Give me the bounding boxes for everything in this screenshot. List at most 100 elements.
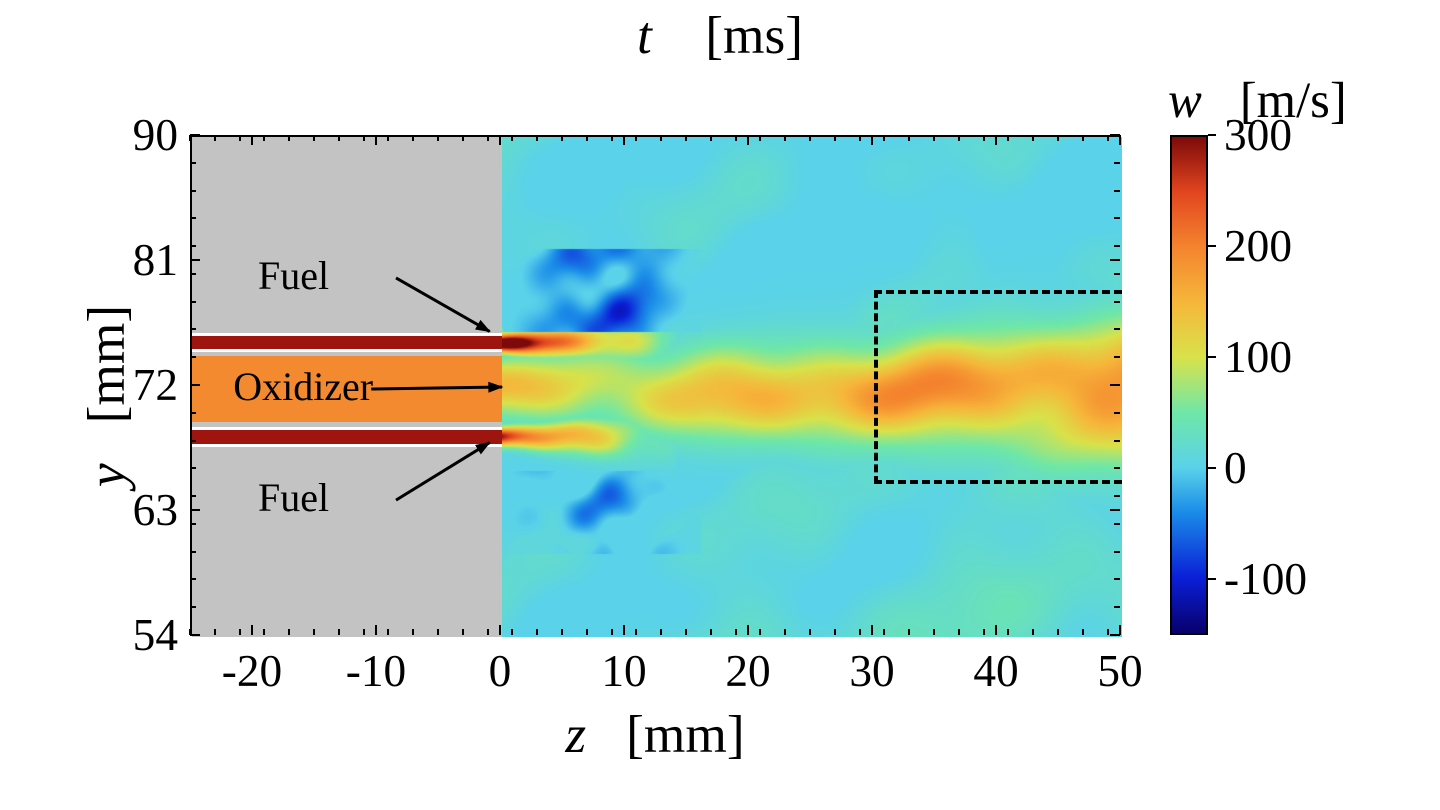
tick-mark — [561, 629, 563, 635]
tick-mark — [239, 135, 241, 141]
tick-mark — [1114, 245, 1120, 247]
tick-mark — [1114, 217, 1120, 219]
tick-mark — [412, 135, 414, 141]
x-tick-label: 20 — [725, 645, 770, 697]
tick-mark — [190, 509, 200, 511]
tick-mark — [338, 135, 340, 141]
colorbar-tick-label: -100 — [1224, 553, 1307, 605]
tick-mark — [437, 135, 439, 141]
tick-mark — [759, 629, 761, 635]
tick-mark — [635, 135, 637, 141]
tick-mark — [363, 629, 365, 635]
colorbar-tick-mark — [1208, 578, 1216, 580]
tick-mark — [1007, 135, 1009, 141]
x-axis-label: z [mm] — [190, 703, 1120, 765]
x-axis-label-unit: [mm] — [626, 704, 744, 764]
x-tick-label: -20 — [222, 645, 282, 697]
tick-mark — [784, 629, 786, 635]
tick-mark — [1114, 328, 1120, 330]
tick-mark — [239, 629, 241, 635]
tick-mark — [487, 629, 489, 635]
tick-mark — [735, 629, 737, 635]
tick-mark — [1057, 135, 1059, 141]
colorbar-tick-label: 0 — [1224, 442, 1247, 494]
tick-mark — [995, 625, 997, 635]
tick-mark — [190, 356, 196, 358]
x-tick-label: 0 — [489, 645, 512, 697]
tick-mark — [1114, 551, 1120, 553]
tick-mark — [190, 634, 200, 636]
tick-mark — [462, 135, 464, 141]
tick-mark — [190, 523, 196, 525]
tick-mark — [660, 135, 662, 141]
tick-mark — [561, 135, 563, 141]
colorbar — [1170, 135, 1208, 635]
tick-mark — [190, 217, 196, 219]
tick-mark — [387, 135, 389, 141]
tick-mark — [412, 629, 414, 635]
tick-mark — [1114, 273, 1120, 275]
tick-mark — [859, 135, 861, 141]
tick-mark — [1110, 134, 1120, 136]
tick-mark — [958, 629, 960, 635]
tick-mark — [1114, 440, 1120, 442]
tick-mark — [623, 135, 625, 145]
tick-mark — [263, 135, 265, 141]
tick-mark — [1110, 634, 1120, 636]
tick-mark — [1114, 162, 1120, 164]
tick-mark — [1114, 301, 1120, 303]
colorbar-tick-mark — [1208, 356, 1216, 358]
tick-mark — [1032, 629, 1034, 635]
tick-mark — [190, 245, 196, 247]
tick-mark — [190, 259, 200, 261]
tick-mark — [487, 135, 489, 141]
colorbar-tick-label: 200 — [1224, 220, 1292, 272]
tick-mark — [1110, 384, 1120, 386]
tick-mark — [908, 629, 910, 635]
tick-mark — [462, 629, 464, 635]
tick-mark — [1114, 495, 1120, 497]
tick-mark — [288, 135, 290, 141]
top-title-unit: [ms] — [705, 5, 803, 65]
tick-mark — [784, 135, 786, 141]
tick-mark — [871, 625, 873, 635]
tick-mark — [190, 190, 196, 192]
top-title: t [ms] — [0, 4, 1440, 66]
tick-mark — [251, 135, 253, 145]
tick-mark — [190, 328, 196, 330]
y-tick-label: 54 — [120, 609, 178, 661]
figure: t [ms] y [mm] z [mm] FuelOxidizerFuel w … — [0, 0, 1440, 810]
x-tick-label: 30 — [849, 645, 894, 697]
colorbar-tick-mark — [1208, 134, 1216, 136]
y-tick-label: 81 — [120, 234, 178, 286]
tick-mark — [375, 625, 377, 635]
tick-mark — [983, 135, 985, 141]
tick-mark — [499, 625, 501, 635]
tick-mark — [190, 301, 196, 303]
tick-mark — [190, 495, 196, 497]
tick-mark — [834, 135, 836, 141]
tick-mark — [1114, 412, 1120, 414]
tick-mark — [1082, 629, 1084, 635]
tick-mark — [1107, 135, 1109, 141]
tick-mark — [499, 135, 501, 145]
tick-mark — [263, 629, 265, 635]
tick-mark — [983, 629, 985, 635]
colorbar-tick-label: 100 — [1224, 331, 1292, 383]
tick-mark — [1110, 259, 1120, 261]
tick-mark — [1114, 606, 1120, 608]
tick-mark — [809, 629, 811, 635]
tick-mark — [190, 551, 196, 553]
tick-mark — [623, 625, 625, 635]
tick-mark — [685, 135, 687, 141]
x-tick-label: 10 — [601, 645, 646, 697]
tick-mark — [859, 629, 861, 635]
colorbar-tick-label: 300 — [1224, 109, 1292, 161]
tick-mark — [375, 135, 377, 145]
tick-mark — [685, 629, 687, 635]
tick-mark — [190, 467, 196, 469]
tick-mark — [190, 578, 196, 580]
tick-mark — [1114, 190, 1120, 192]
tick-mark — [1114, 356, 1120, 358]
x-tick-label: -10 — [346, 645, 406, 697]
